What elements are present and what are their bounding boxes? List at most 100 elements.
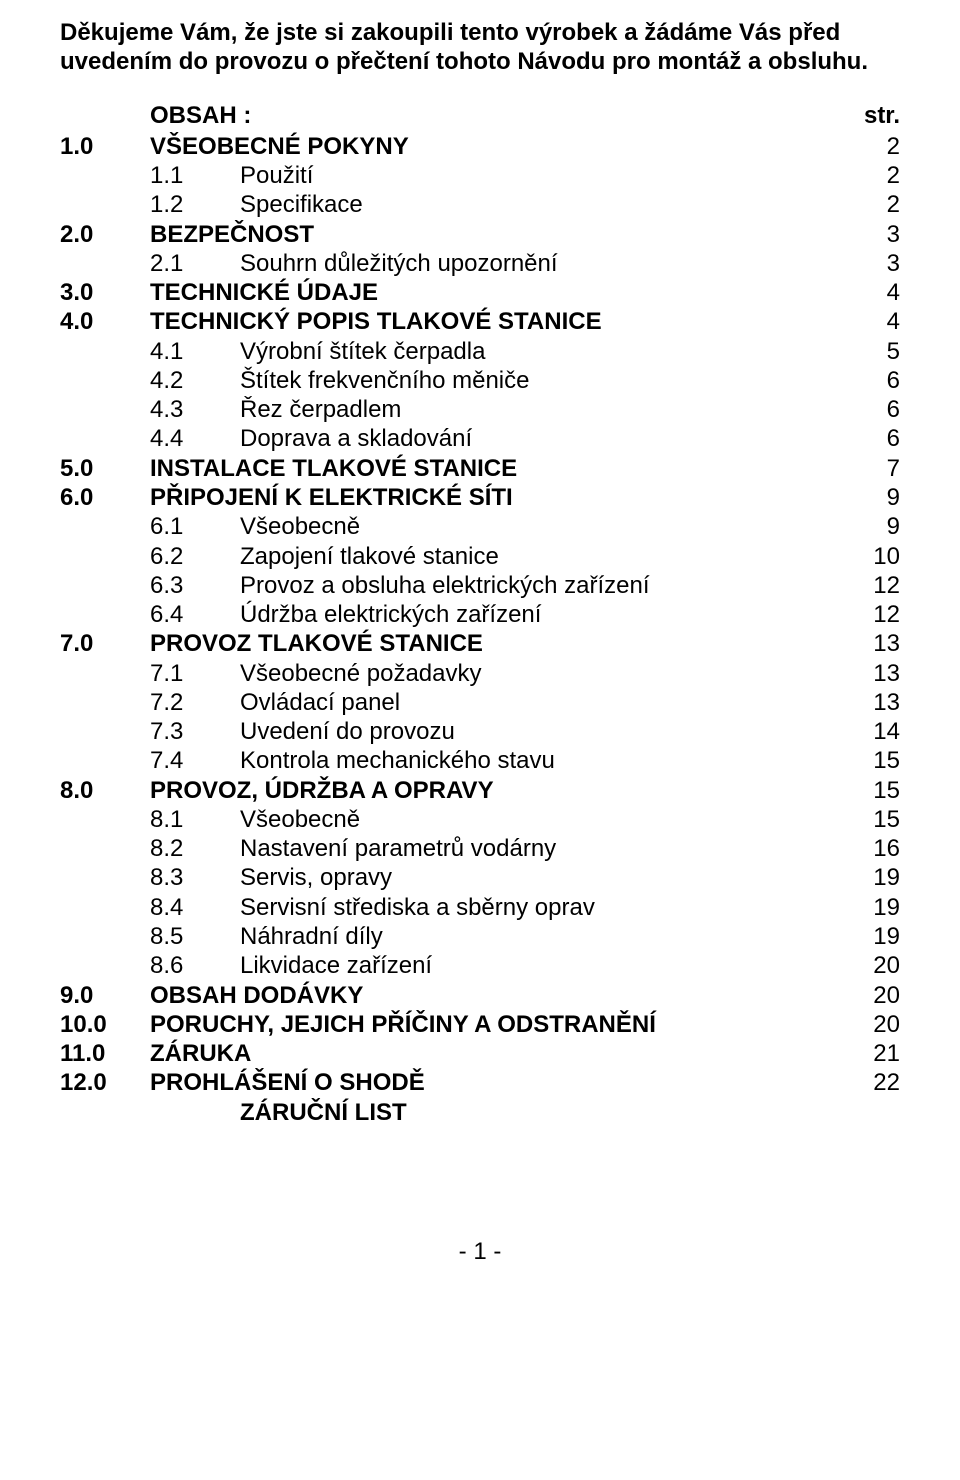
toc-row: 7.2Ovládací panel13 (60, 688, 900, 717)
toc-title: PORUCHY, JEJICH PŘÍČINY A ODSTRANĚNÍ (150, 1010, 840, 1039)
toc-number: 4.2 (150, 366, 240, 395)
toc-page: 13 (840, 659, 900, 688)
toc-row: 6.2Zapojení tlakové stanice10 (60, 542, 900, 571)
toc-page: 13 (840, 629, 900, 658)
toc-title: Specifikace (240, 190, 840, 219)
toc-number: 6.0 (60, 483, 150, 512)
toc-page: 9 (840, 512, 900, 541)
toc-row: 4.2Štítek frekvenčního měniče6 (60, 366, 900, 395)
toc-row: 7.0PROVOZ TLAKOVÉ STANICE13 (60, 629, 900, 658)
toc-title: Použití (240, 161, 840, 190)
toc-number: 6.1 (150, 512, 240, 541)
toc-number: 3.0 (60, 278, 150, 307)
toc-title: Ovládací panel (240, 688, 840, 717)
toc-title: Náhradní díly (240, 922, 840, 951)
toc-row: 8.2Nastavení parametrů vodárny16 (60, 834, 900, 863)
toc-number: 6.3 (150, 571, 240, 600)
toc-title: Servis, opravy (240, 863, 840, 892)
toc-page: 7 (840, 454, 900, 483)
toc-row: 5.0INSTALACE TLAKOVÉ STANICE7 (60, 454, 900, 483)
toc-number: 1.2 (150, 190, 240, 219)
toc-number: 4.0 (60, 307, 150, 336)
toc-number: 8.1 (150, 805, 240, 834)
toc-page: 21 (840, 1039, 900, 1068)
toc-number: 8.6 (150, 951, 240, 980)
toc-title: TECHNICKÝ POPIS TLAKOVÉ STANICE (150, 307, 840, 336)
toc-number: 7.0 (60, 629, 150, 658)
toc-number: 4.3 (150, 395, 240, 424)
toc-row: 6.4Údržba elektrických zařízení12 (60, 600, 900, 629)
table-of-contents: 1.0VŠEOBECNÉ POKYNY21.1Použití21.2Specif… (60, 132, 900, 1127)
toc-title: ZÁRUČNÍ LIST (240, 1098, 840, 1127)
toc-number: 7.4 (150, 746, 240, 775)
toc-title: Likvidace zařízení (240, 951, 840, 980)
toc-row: 1.2Specifikace2 (60, 190, 900, 219)
toc-number: 8.3 (150, 863, 240, 892)
toc-title: BEZPEČNOST (150, 220, 840, 249)
toc-page: 19 (840, 863, 900, 892)
toc-title: Výrobní štítek čerpadla (240, 337, 840, 366)
toc-title: TECHNICKÉ ÚDAJE (150, 278, 840, 307)
toc-number: 6.4 (150, 600, 240, 629)
toc-row: 8.5Náhradní díly19 (60, 922, 900, 951)
toc-number: 8.5 (150, 922, 240, 951)
toc-row: 6.3Provoz a obsluha elektrických zařízen… (60, 571, 900, 600)
toc-number: 8.2 (150, 834, 240, 863)
toc-page: 15 (840, 776, 900, 805)
toc-row: 7.1Všeobecné požadavky13 (60, 659, 900, 688)
toc-row: 12.0PROHLÁŠENÍ O SHODĚ22 (60, 1068, 900, 1097)
toc-title: Zapojení tlakové stanice (240, 542, 840, 571)
toc-row: 11.0ZÁRUKA21 (60, 1039, 900, 1068)
toc-row: 8.3Servis, opravy19 (60, 863, 900, 892)
toc-page: 22 (840, 1068, 900, 1097)
toc-title: Nastavení parametrů vodárny (240, 834, 840, 863)
toc-page: 3 (840, 220, 900, 249)
toc-page: 14 (840, 717, 900, 746)
toc-number: 2.1 (150, 249, 240, 278)
toc-number: 12.0 (60, 1068, 150, 1097)
toc-row: 4.1Výrobní štítek čerpadla5 (60, 337, 900, 366)
toc-page: 6 (840, 395, 900, 424)
obsah-label: OBSAH : (150, 101, 840, 130)
obsah-header: OBSAH : str. (60, 101, 900, 130)
toc-number: 7.3 (150, 717, 240, 746)
toc-title: Servisní střediska a sběrny oprav (240, 893, 840, 922)
toc-row: 8.4Servisní střediska a sběrny oprav19 (60, 893, 900, 922)
toc-page: 12 (840, 571, 900, 600)
str-label: str. (840, 101, 900, 130)
toc-row: 1.1Použití2 (60, 161, 900, 190)
toc-number: 9.0 (60, 981, 150, 1010)
intro-text: Děkujeme Vám, že jste si zakoupili tento… (60, 18, 900, 77)
toc-title: Řez čerpadlem (240, 395, 840, 424)
toc-row: 8.0PROVOZ, ÚDRŽBA A OPRAVY15 (60, 776, 900, 805)
toc-number: 6.2 (150, 542, 240, 571)
toc-title: PROVOZ, ÚDRŽBA A OPRAVY (150, 776, 840, 805)
toc-number: 11.0 (60, 1039, 150, 1068)
toc-number: 8.4 (150, 893, 240, 922)
toc-page: 20 (840, 951, 900, 980)
page-footer: - 1 - (60, 1237, 900, 1266)
toc-row: 3.0TECHNICKÉ ÚDAJE4 (60, 278, 900, 307)
toc-title: OBSAH DODÁVKY (150, 981, 840, 1010)
toc-row: 4.4Doprava a skladování6 (60, 424, 900, 453)
toc-page: 4 (840, 278, 900, 307)
toc-number: 4.4 (150, 424, 240, 453)
toc-row: 4.0TECHNICKÝ POPIS TLAKOVÉ STANICE4 (60, 307, 900, 336)
toc-page: 2 (840, 190, 900, 219)
toc-number: 7.1 (150, 659, 240, 688)
toc-page: 20 (840, 1010, 900, 1039)
toc-title: Souhrn důležitých upozornění (240, 249, 840, 278)
toc-number: 1.0 (60, 132, 150, 161)
toc-page: 15 (840, 805, 900, 834)
toc-number: 7.2 (150, 688, 240, 717)
toc-page: 4 (840, 307, 900, 336)
toc-page: 9 (840, 483, 900, 512)
toc-page: 19 (840, 893, 900, 922)
toc-row: ZÁRUČNÍ LIST (60, 1098, 900, 1127)
toc-page: 19 (840, 922, 900, 951)
toc-title: PŘIPOJENÍ K ELEKTRICKÉ SÍTI (150, 483, 840, 512)
toc-title: Údržba elektrických zařízení (240, 600, 840, 629)
toc-row: 2.1Souhrn důležitých upozornění3 (60, 249, 900, 278)
toc-page: 10 (840, 542, 900, 571)
toc-row: 2.0BEZPEČNOST3 (60, 220, 900, 249)
